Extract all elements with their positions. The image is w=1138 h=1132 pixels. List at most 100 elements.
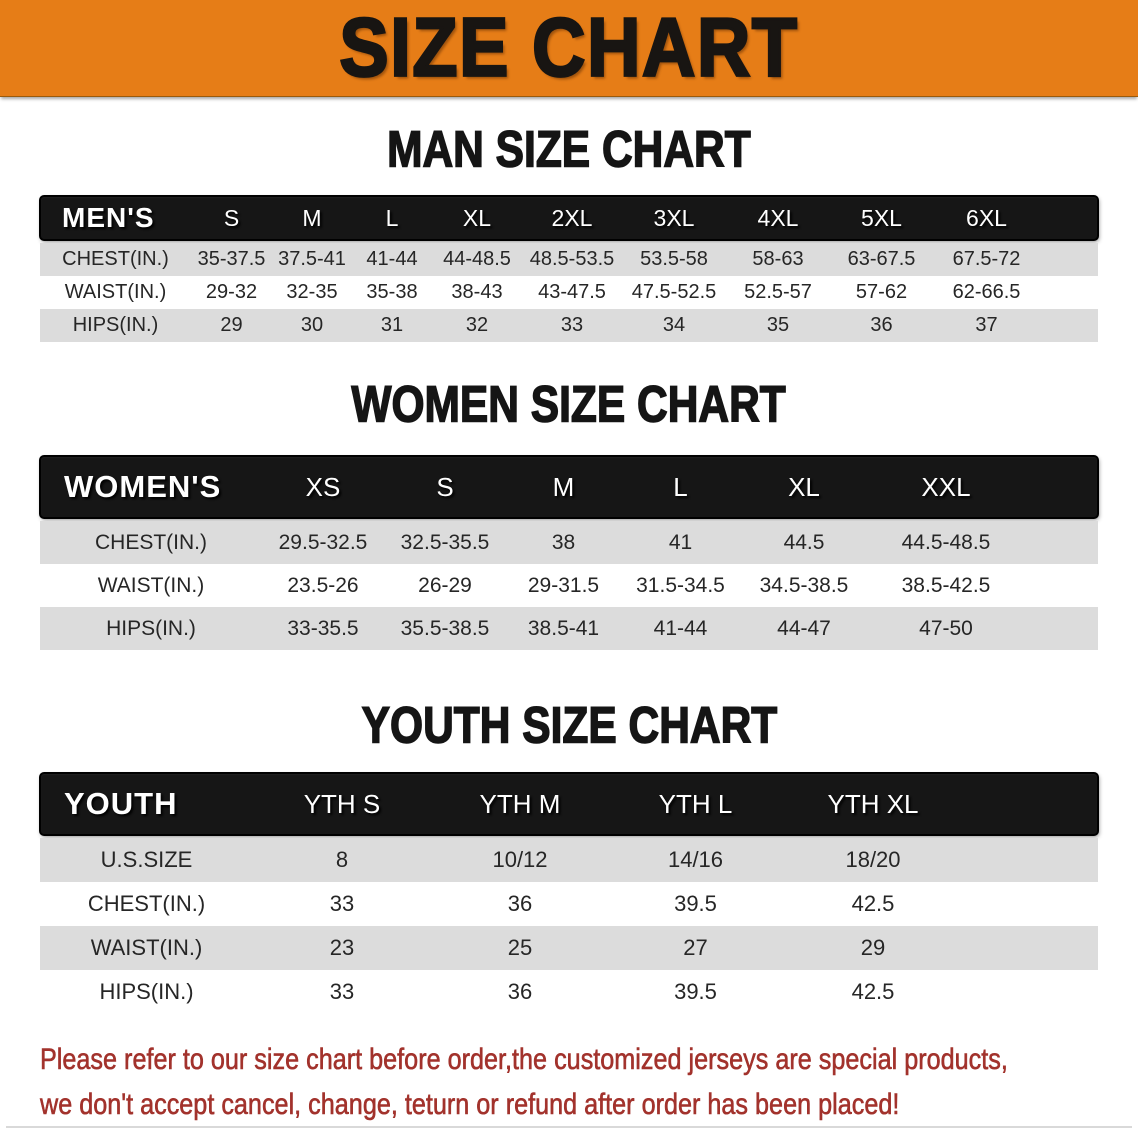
value-cell: 35-38 [352, 276, 432, 309]
column-header: XS [305, 471, 341, 502]
youth-table-header-bar: YOUTH YTH S YTH M YTH L YTH XL [39, 772, 1099, 836]
value-cell: 30 [272, 309, 352, 342]
column-header: M [302, 204, 322, 231]
youth-section-title-text: YOUTH SIZE CHART [361, 696, 778, 754]
value-cell: 39.5 [609, 882, 782, 926]
column-header: YTH XL [827, 788, 919, 819]
row-label: WAIST(IN.) [40, 926, 253, 970]
header-filler [1040, 196, 1098, 240]
column-header: 6XL [966, 204, 1007, 231]
disclaimer-line-2-text: we don't accept cancel, change, teturn o… [40, 1088, 900, 1122]
column-header: L [385, 204, 399, 231]
value-cell: 29-32 [191, 276, 272, 309]
women-size-section: WOMEN SIZE CHART WOMEN'S XS S M L XL XXL CHEST… [0, 376, 1138, 650]
disclaimer-line-1-text: Please refer to our size chart before or… [40, 1043, 1008, 1077]
row-filler [1024, 564, 1098, 607]
value-cell: 29 [191, 309, 272, 342]
disclaimer-line-1: Please refer to our size chart before or… [40, 1040, 1138, 1085]
banner-title: SIZE CHART [338, 1, 799, 94]
row-filler [1040, 276, 1098, 309]
value-cell: 39.5 [609, 970, 782, 1014]
row-label: CHEST(IN.) [40, 243, 191, 276]
value-cell: 47.5-52.5 [622, 276, 726, 309]
value-cell: 14/16 [609, 838, 782, 882]
value-cell: 32-35 [272, 276, 352, 309]
value-cell: 42.5 [782, 970, 964, 1014]
table-corner-label: YOUTH [64, 786, 178, 821]
value-cell: 52.5-57 [726, 276, 830, 309]
row-label: CHEST(IN.) [40, 521, 262, 564]
value-cell: 36 [431, 970, 609, 1014]
column-header: 4XL [757, 204, 799, 231]
value-cell: 34.5-38.5 [740, 564, 868, 607]
value-cell: 57-62 [830, 276, 933, 309]
value-cell: 38 [506, 521, 621, 564]
column-header: YTH M [479, 788, 561, 819]
value-cell: 43-47.5 [522, 276, 622, 309]
table-corner-label: MEN'S [62, 202, 155, 233]
column-header: M [552, 471, 575, 502]
value-cell: 37.5-41 [272, 243, 352, 276]
row-filler [964, 882, 1098, 926]
row-filler [964, 970, 1098, 1014]
value-cell: 63-67.5 [830, 243, 933, 276]
value-cell: 35-37.5 [191, 243, 272, 276]
row-label: U.S.SIZE [40, 838, 253, 882]
row-label: WAIST(IN.) [40, 564, 262, 607]
row-label: HIPS(IN.) [40, 607, 262, 650]
value-cell: 36 [830, 309, 933, 342]
value-cell: 10/12 [431, 838, 609, 882]
women-size-table: WOMEN'S XS S M L XL XXL CHEST(IN.) 29.5-32.5 32.… [39, 455, 1099, 650]
column-header: 5XL [861, 204, 902, 231]
value-cell: 27 [609, 926, 782, 970]
youth-section-title: YOUTH SIZE CHART [0, 696, 1138, 754]
value-cell: 38.5-41 [506, 607, 621, 650]
value-cell: 33 [253, 882, 431, 926]
row-filler [964, 926, 1098, 970]
value-cell: 62-66.5 [933, 276, 1040, 309]
value-cell: 29 [782, 926, 964, 970]
youth-size-table: YOUTH YTH S YTH M YTH L YTH XL U.S.SIZE 8 10/1… [39, 772, 1099, 1014]
column-header: S [436, 471, 454, 502]
disclaimer-line-2: we don't accept cancel, change, teturn o… [40, 1085, 1138, 1130]
men-table-header-bar: MEN'S S M L XL 2XL 3XL 4XL 5XL 6XL [39, 195, 1099, 241]
men-size-table: MEN'S S M L XL 2XL 3XL 4XL 5XL 6XL CHEST(IN.) 35-3… [39, 195, 1099, 342]
value-cell: 18/20 [782, 838, 964, 882]
value-cell: 26-29 [384, 564, 506, 607]
column-header: 3XL [653, 204, 695, 231]
value-cell: 32.5-35.5 [384, 521, 506, 564]
value-cell: 37 [933, 309, 1040, 342]
value-cell: 41-44 [352, 243, 432, 276]
value-cell: 25 [431, 926, 609, 970]
disclaimer-note: Please refer to our size chart before or… [0, 1040, 1138, 1130]
value-cell: 58-63 [726, 243, 830, 276]
column-header: XL [462, 204, 492, 231]
value-cell: 31 [352, 309, 432, 342]
row-filler [1040, 309, 1098, 342]
value-cell: 33 [253, 970, 431, 1014]
value-cell: 48.5-53.5 [522, 243, 622, 276]
men-section-title: MAN SIZE CHART [0, 120, 1138, 178]
value-cell: 44-47 [740, 607, 868, 650]
row-label: HIPS(IN.) [40, 970, 253, 1014]
value-cell: 33-35.5 [262, 607, 384, 650]
value-cell: 33 [522, 309, 622, 342]
men-section-title-text: MAN SIZE CHART [387, 120, 752, 178]
value-cell: 8 [253, 838, 431, 882]
men-table-body: CHEST(IN.) 35-37.5 37.5-41 41-44 44-48.5 48.5… [40, 243, 1098, 342]
row-label: CHEST(IN.) [40, 882, 253, 926]
value-cell: 35.5-38.5 [384, 607, 506, 650]
value-cell: 23 [253, 926, 431, 970]
value-cell: 41 [621, 521, 740, 564]
men-size-section: MAN SIZE CHART MEN'S S M L XL 2XL 3XL 4XL 5XL 6XL… [0, 120, 1138, 342]
row-filler [1024, 521, 1098, 564]
value-cell: 36 [431, 882, 609, 926]
women-table-body: CHEST(IN.) 29.5-32.5 32.5-35.5 38 41 44.5 44.5… [40, 521, 1098, 650]
header-filler [1024, 456, 1098, 518]
value-cell: 29-31.5 [506, 564, 621, 607]
value-cell: 38-43 [432, 276, 522, 309]
column-header: YTH S [303, 788, 381, 819]
value-cell: 23.5-26 [262, 564, 384, 607]
value-cell: 53.5-58 [622, 243, 726, 276]
